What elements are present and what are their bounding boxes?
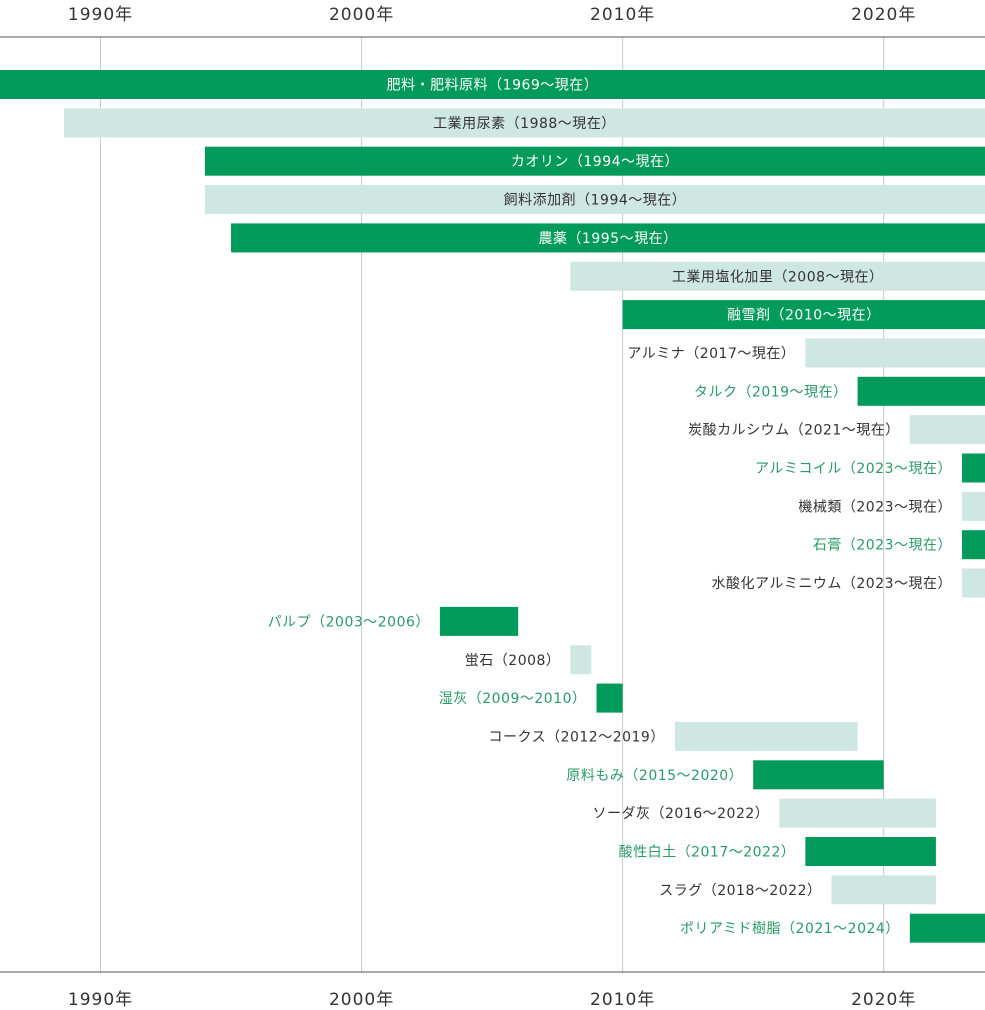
bar-label-row-15: パルプ（2003～2006） <box>268 614 430 630</box>
bar-row-9 <box>857 376 985 406</box>
bar-label-row-19: 原料もみ（2015～2020） <box>566 768 743 784</box>
bars <box>0 70 985 943</box>
bar-row-2 <box>63 108 985 138</box>
bar-label-row-8: アルミナ（2017～現在） <box>627 346 795 362</box>
bar-row-12 <box>962 491 985 521</box>
bar-label-row-5: 農薬（1995～現在） <box>538 231 677 247</box>
bar-label-row-3: カオリン（1994～現在） <box>511 154 679 170</box>
bar-label-row-4: 飼料添加剤（1994～現在） <box>504 193 687 209</box>
bar-label-row-12: 機械類（2023～現在） <box>798 499 952 515</box>
bar-row-1 <box>0 70 985 99</box>
gridlines <box>100 37 885 972</box>
bar-label-row-20: ソーダ灰（2016～2022） <box>593 806 770 822</box>
bar-label-row-16: 蛍石（2008） <box>465 653 561 669</box>
bar-label-row-17: 湿灰（2009～2010） <box>439 691 587 707</box>
bar-label-row-10: 炭酸カルシウム（2021～現在） <box>688 423 900 439</box>
bar-row-17 <box>596 683 623 713</box>
bar-row-18 <box>674 721 858 751</box>
bar-label-row-2: 工業用尿素（1988～現在） <box>433 116 616 132</box>
bar-row-3 <box>204 146 985 176</box>
bar-row-23 <box>909 913 985 943</box>
bar-row-13 <box>962 530 985 560</box>
x-tick-label-bottom: 2000年 <box>329 990 394 1010</box>
x-tick-label-top: 2010年 <box>590 5 655 25</box>
bar-row-19 <box>753 760 884 790</box>
x-tick-label-top: 1990年 <box>68 5 133 25</box>
bar-row-11 <box>962 453 985 483</box>
axes: 1990年 1990年 2000年 2000年 2010年 2010年 2020年 2020年 <box>0 5 985 1010</box>
bar-row-14 <box>962 568 985 598</box>
bar-labels: 肥料・肥料原料（1969～現在） 工業用尿素（1988～現在） カオリン（1994～… <box>268 78 952 938</box>
bar-label-row-22: スラグ（2018～2022） <box>659 883 821 899</box>
x-tick-label-top: 2020年 <box>851 5 916 25</box>
bar-row-4 <box>204 185 985 215</box>
bar-row-10 <box>909 415 985 445</box>
x-tick-label-top: 2000年 <box>329 5 394 25</box>
bar-row-5 <box>231 223 985 253</box>
bar-label-row-1: 肥料・肥料原料（1969～現在） <box>387 78 599 94</box>
bar-label-row-23: ポリアミド樹脂（2021～2024） <box>680 921 900 937</box>
bar-row-8 <box>805 338 985 368</box>
bar-label-row-6: 工業用塩化加里（2008～現在） <box>672 269 884 285</box>
bar-row-21 <box>805 837 936 866</box>
bar-label-row-11: アルミコイル（2023～現在） <box>755 461 952 477</box>
x-tick-label-bottom: 2010年 <box>590 990 655 1010</box>
bar-label-row-18: コークス（2012～2019） <box>489 729 665 745</box>
bar-label-row-13: 石膏（2023～現在） <box>813 537 952 554</box>
bar-row-20 <box>779 798 936 828</box>
bar-row-15 <box>439 606 519 636</box>
bar-label-row-9: タルク（2019～現在） <box>694 384 848 400</box>
bar-label-row-7: 融雪剤（2010～現在） <box>727 308 881 324</box>
bar-row-16 <box>570 645 592 675</box>
bar-row-7 <box>622 300 985 330</box>
x-tick-label-bottom: 2020年 <box>851 990 916 1010</box>
bar-row-22 <box>831 875 936 905</box>
bar-row-6 <box>570 261 985 291</box>
bar-label-row-14: 水酸化アルミニウム（2023～現在） <box>712 576 953 592</box>
x-tick-label-bottom: 1990年 <box>68 990 133 1010</box>
bar-label-row-21: 酸性白土（2017～2022） <box>619 845 796 861</box>
